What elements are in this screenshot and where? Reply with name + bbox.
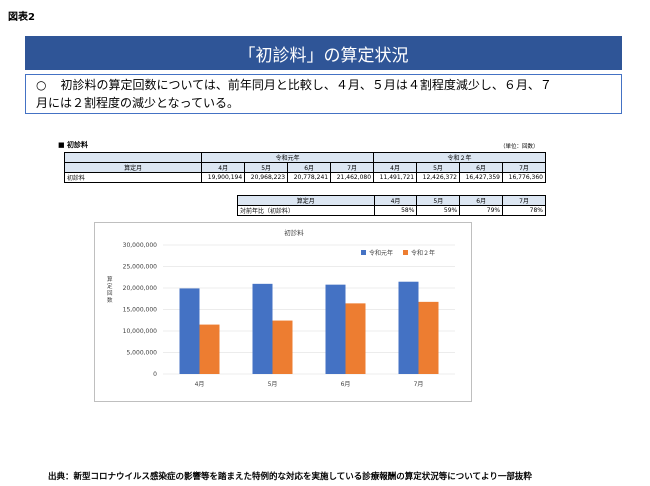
legend-swatch: [403, 250, 408, 255]
month-header: 4月: [373, 162, 418, 173]
summary-line-1: ○ 初診料の算定回数については、前年同月と比較し、４月、５月は４割程度減少し、６月…: [36, 76, 613, 94]
x-tick-label: 7月: [414, 381, 424, 388]
legend-label: 令和元年: [369, 249, 393, 257]
bar: [398, 281, 419, 374]
bar: [252, 283, 273, 374]
bar: [345, 303, 366, 374]
month-header: 5月: [416, 162, 460, 173]
month-header: 4月: [373, 195, 418, 206]
summary-line-2: 月には２割程度の減少となっている。: [36, 96, 240, 110]
y-tick-label: 15,000,000: [123, 307, 158, 314]
table-cell: 58%: [373, 205, 418, 216]
page-title: 「初診料」の算定状況: [25, 36, 622, 70]
y-tick-label: 10,000,000: [123, 328, 158, 335]
month-header: 7月: [330, 162, 375, 173]
y-axis-label: 算定回数: [107, 275, 113, 304]
bar: [272, 320, 293, 374]
month-header: 5月: [416, 195, 461, 206]
y-tick-label: 30,000,000: [123, 242, 158, 249]
chart-title: 初診料: [284, 228, 304, 237]
table-cell: 19,900,194: [201, 172, 246, 183]
section-label: ■ 初診料: [58, 141, 89, 149]
bar: [325, 284, 346, 374]
x-tick-label: 6月: [341, 381, 351, 388]
count-table: 令和元年 令和２年 算定月 4月 5月 6月 7月 4月 5月 6月 7月 初診…: [63, 152, 547, 183]
bar: [199, 324, 220, 374]
month-header: 6月: [459, 195, 504, 206]
table-cell: 59%: [416, 205, 461, 216]
table-cell: 21,462,080: [330, 172, 375, 183]
y-tick-label: 5,000,000: [126, 350, 157, 357]
row-label: 初診料: [63, 172, 203, 183]
month-header: 6月: [287, 162, 332, 173]
table-cell: 20,968,223: [244, 172, 289, 183]
y-tick-label: 20,000,000: [123, 285, 158, 292]
month-header: 7月: [501, 162, 547, 173]
y-tick-label: 0: [153, 371, 157, 378]
table-cell: 16,776,360: [501, 172, 547, 183]
month-header: 4月: [201, 162, 246, 173]
table-cell: 79%: [459, 205, 504, 216]
table-corner: [63, 152, 203, 163]
chart-svg: 初診料 0 5,000,000 10,000,000 15,000,000 20,000,…: [107, 228, 455, 388]
ratio-table: 算定月 4月 5月 6月 7月 対前年比（初診料） 58% 59% 79% 78…: [237, 195, 546, 216]
month-col-header: 算定月: [63, 162, 203, 173]
legend-swatch: [361, 250, 366, 255]
table-cell: 11,491,721: [373, 172, 418, 183]
source-note: 出典：新型コロナウイルス感染症の影響等を踏まえた特例的な対応を実施している診療報…: [48, 472, 532, 482]
unit-label: （単位：回数）: [500, 144, 539, 150]
x-tick-label: 5月: [268, 381, 278, 388]
table-cell: 20,778,241: [287, 172, 332, 183]
bar: [418, 301, 439, 374]
year1-header: 令和元年: [201, 152, 375, 163]
summary-text-1: 初診料の算定回数については、前年同月と比較し、４月、５月は４割程度減少し、６月、…: [60, 78, 552, 92]
table-cell: 78%: [502, 205, 546, 216]
bar-chart: 初診料 0 5,000,000 10,000,000 15,000,000 20,000,…: [94, 222, 472, 402]
x-tick-label: 4月: [195, 381, 205, 388]
month-header: 7月: [502, 195, 546, 206]
row-label: 対前年比（初診料）: [237, 205, 375, 216]
figure-label: 図表2: [8, 12, 35, 23]
bar: [179, 288, 200, 374]
bullet-icon: ○: [36, 78, 47, 92]
table-cell: 12,426,372: [416, 172, 460, 183]
month-header: 6月: [459, 162, 503, 173]
summary-box: ○ 初診料の算定回数については、前年同月と比較し、４月、５月は４割程度減少し、６月…: [25, 74, 622, 114]
legend-label: 令和２年: [411, 249, 435, 257]
month-col-header: 算定月: [237, 195, 375, 206]
table-cell: 16,427,359: [459, 172, 503, 183]
year2-header: 令和２年: [373, 152, 546, 163]
y-tick-label: 25,000,000: [123, 264, 158, 271]
month-header: 5月: [244, 162, 289, 173]
